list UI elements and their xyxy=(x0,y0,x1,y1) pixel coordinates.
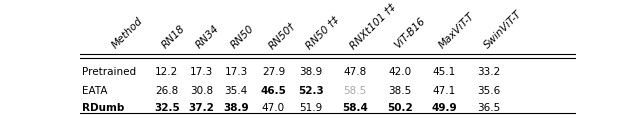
Text: 58.4: 58.4 xyxy=(342,103,368,113)
Text: RNXt101 †‡: RNXt101 †‡ xyxy=(348,1,397,51)
Text: 35.4: 35.4 xyxy=(225,86,248,96)
Text: 35.6: 35.6 xyxy=(477,86,501,96)
Text: 32.5: 32.5 xyxy=(154,103,180,113)
Text: 37.2: 37.2 xyxy=(189,103,214,113)
Text: 42.0: 42.0 xyxy=(388,67,412,77)
Text: RN50 †‡: RN50 †‡ xyxy=(303,14,340,51)
Text: 45.1: 45.1 xyxy=(433,67,456,77)
Text: 49.9: 49.9 xyxy=(432,103,458,113)
Text: RN18: RN18 xyxy=(160,24,187,51)
Text: 17.3: 17.3 xyxy=(225,67,248,77)
Text: 52.3: 52.3 xyxy=(298,86,323,96)
Text: Method: Method xyxy=(110,16,145,51)
Text: 38.5: 38.5 xyxy=(388,86,412,96)
Text: 38.9: 38.9 xyxy=(299,67,323,77)
Text: 12.2: 12.2 xyxy=(155,67,179,77)
Text: 47.0: 47.0 xyxy=(262,103,285,113)
Text: RN34: RN34 xyxy=(195,24,221,51)
Text: MaxViT-T: MaxViT-T xyxy=(438,11,477,51)
Text: 17.3: 17.3 xyxy=(190,67,213,77)
Text: 47.8: 47.8 xyxy=(344,67,367,77)
Text: SwinViT-T: SwinViT-T xyxy=(482,9,524,51)
Text: 33.2: 33.2 xyxy=(477,67,501,77)
Text: 38.9: 38.9 xyxy=(223,103,249,113)
Text: RN50: RN50 xyxy=(229,24,256,51)
Text: 30.8: 30.8 xyxy=(190,86,213,96)
Text: 36.5: 36.5 xyxy=(477,103,501,113)
Text: 47.1: 47.1 xyxy=(433,86,456,96)
Text: RN50†: RN50† xyxy=(266,20,297,51)
Text: 50.2: 50.2 xyxy=(387,103,413,113)
Text: 51.9: 51.9 xyxy=(299,103,323,113)
Text: RDumb: RDumb xyxy=(83,103,125,113)
Text: ViT-B16: ViT-B16 xyxy=(393,16,428,51)
Text: 27.9: 27.9 xyxy=(262,67,285,77)
Text: 26.8: 26.8 xyxy=(155,86,179,96)
Text: EATA: EATA xyxy=(83,86,108,96)
Text: Pretrained: Pretrained xyxy=(83,67,136,77)
Text: 58.5: 58.5 xyxy=(344,86,367,96)
Text: 46.5: 46.5 xyxy=(260,86,286,96)
